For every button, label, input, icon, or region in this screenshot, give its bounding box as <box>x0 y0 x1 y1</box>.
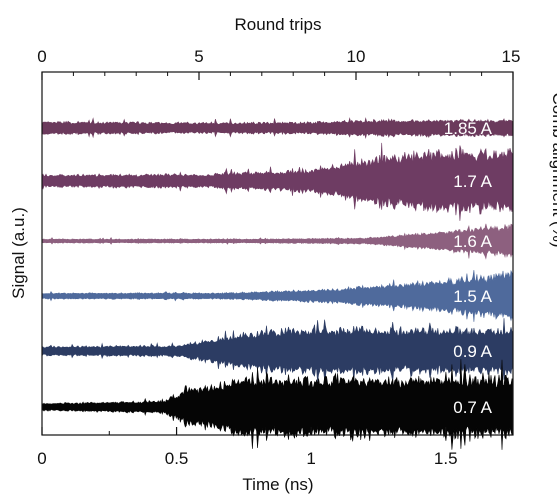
trace-1-6-a <box>41 223 514 260</box>
bottom-tick-label: 0 <box>37 449 46 468</box>
top-tick-label: 5 <box>194 47 203 66</box>
trace-0-7-a <box>41 359 514 450</box>
bottom-tick-label: 1 <box>306 449 315 468</box>
bottom-tick-label: 1.5 <box>434 449 458 468</box>
right-axis-title: Comb alignment (%) <box>549 93 557 248</box>
series-label: 1.85 A <box>444 119 493 138</box>
top-axis-title: Round trips <box>235 15 322 34</box>
series-label: 1.7 A <box>453 172 492 191</box>
bottom-x-axis: 0 0.5 1 1.5 <box>37 427 458 468</box>
top-tick-label: 0 <box>37 47 46 66</box>
series-label: 0.9 A <box>453 342 492 361</box>
trace-1-85-a <box>41 117 514 139</box>
bottom-tick-label: 0.5 <box>165 449 189 468</box>
y-axis-title: Signal (a.u.) <box>9 207 28 299</box>
trace-1-5-a <box>41 269 514 322</box>
series-label: 1.6 A <box>453 232 492 251</box>
bottom-axis-title: Time (ns) <box>242 475 313 494</box>
trace-0-9-a <box>41 318 514 384</box>
series-label: 1.5 A <box>453 287 492 306</box>
trace-1-7-a <box>41 142 514 221</box>
plot-frame <box>41 71 514 436</box>
signal-traces <box>41 117 514 450</box>
current-labels: 1.85 A 1.7 A 1.6 A 1.5 A 0.9 A 0.7 A <box>444 119 493 417</box>
top-tick-label: 15 <box>502 47 521 66</box>
series-label: 0.7 A <box>453 398 492 417</box>
top-tick-label: 10 <box>347 47 366 66</box>
top-x-axis: 0 5 10 15 <box>37 47 520 80</box>
